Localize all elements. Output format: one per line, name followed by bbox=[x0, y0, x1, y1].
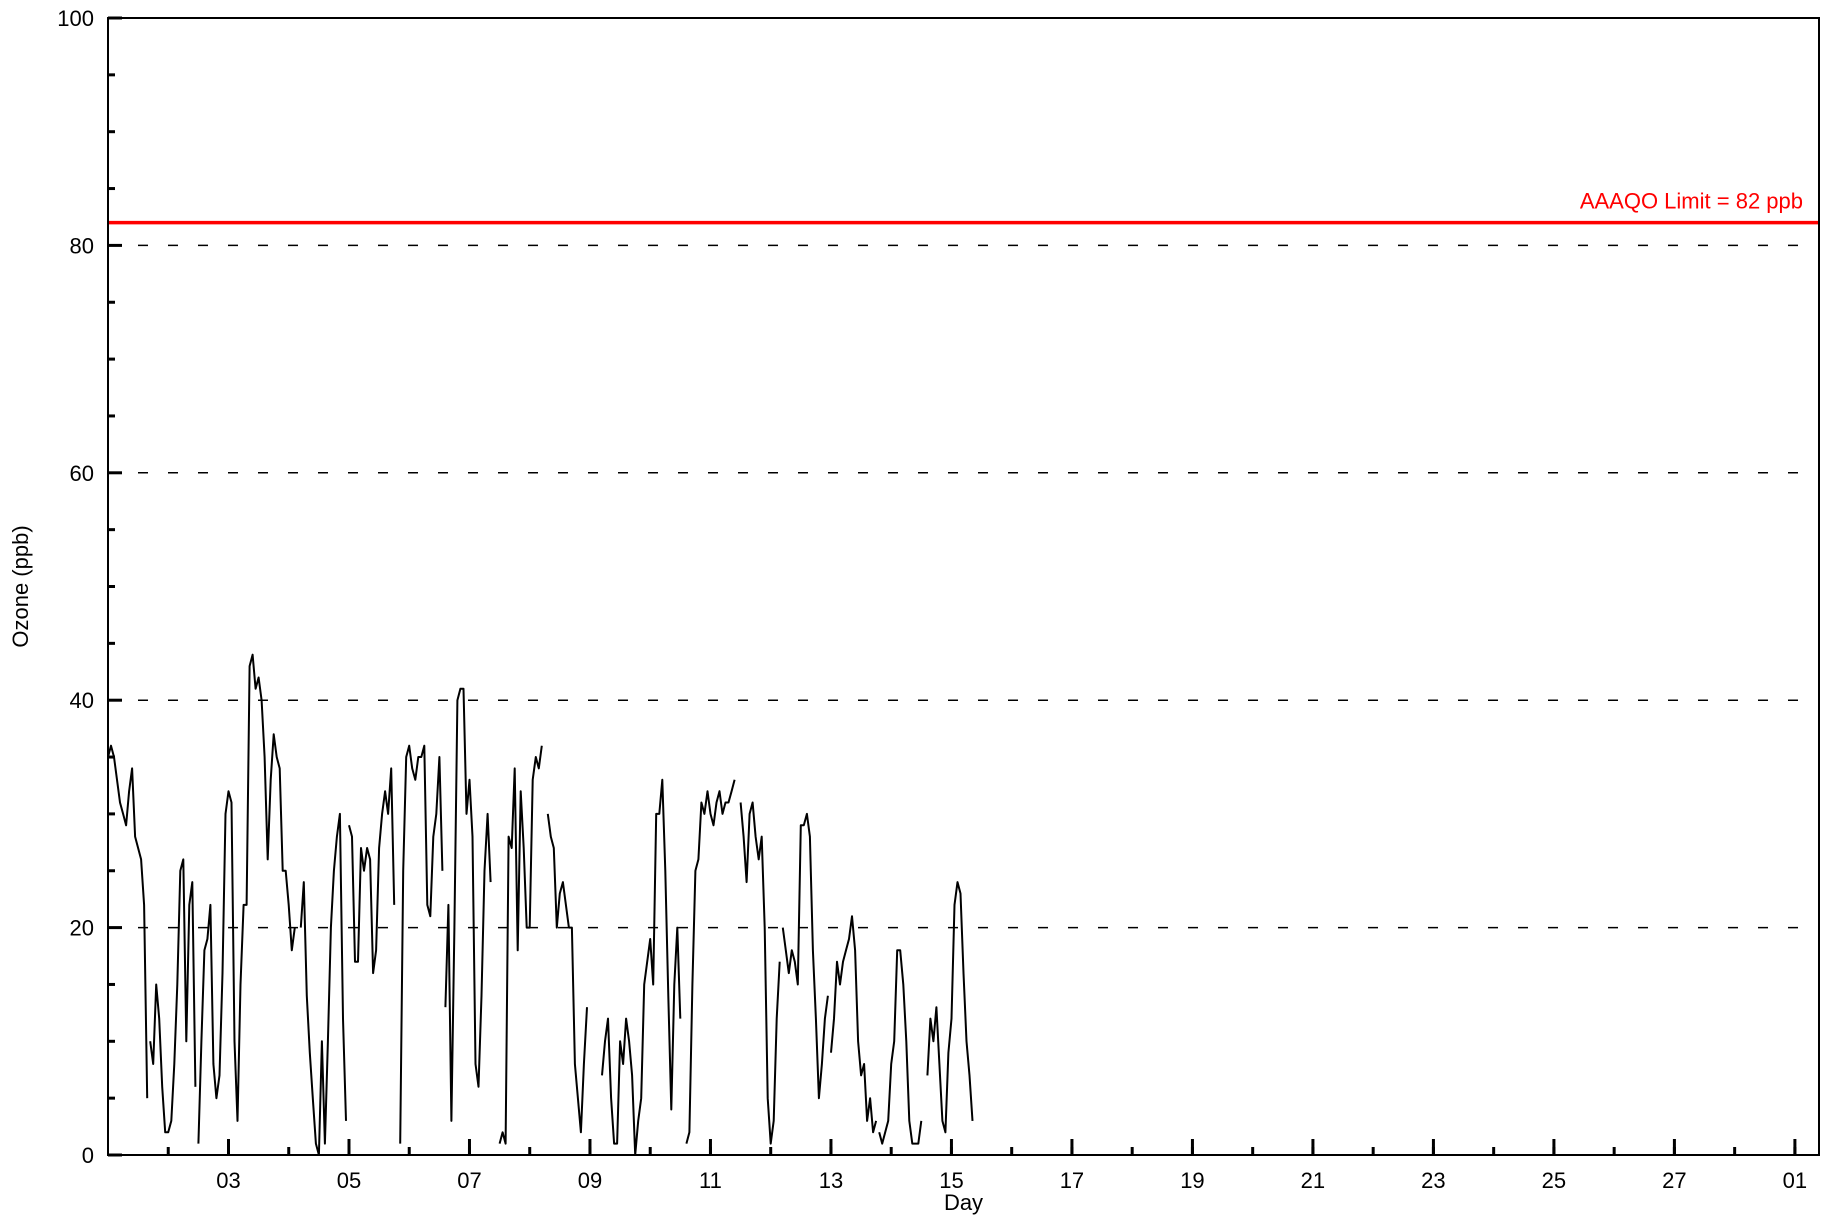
y-tick-label: 20 bbox=[70, 916, 94, 941]
gridlines bbox=[108, 244, 1819, 929]
x-tick-label: 01 bbox=[1783, 1168, 1807, 1193]
y-tick-label: 100 bbox=[57, 6, 94, 31]
x-tick-label: 25 bbox=[1542, 1168, 1566, 1193]
x-tick-label: 27 bbox=[1662, 1168, 1686, 1193]
series-segment-0-13 bbox=[830, 915, 878, 1134]
ozone-series bbox=[107, 653, 974, 1156]
series-segment-0-7 bbox=[498, 745, 543, 1145]
series-segment-0-8 bbox=[546, 813, 588, 1134]
x-tick-label: 19 bbox=[1180, 1168, 1204, 1193]
y-axis: 0 20 40 60 80 100 bbox=[57, 6, 122, 1168]
y-tick-label: 0 bbox=[82, 1143, 94, 1168]
x-tick-label: 13 bbox=[819, 1168, 843, 1193]
series-segment-0-4 bbox=[348, 767, 396, 975]
series-segment-0-0 bbox=[107, 744, 149, 1099]
x-tick-label: 05 bbox=[337, 1168, 361, 1193]
x-tick-label: 15 bbox=[939, 1168, 963, 1193]
series-segment-0-12 bbox=[781, 812, 829, 1100]
x-tick-label: 07 bbox=[457, 1168, 481, 1193]
series-segment-0-10 bbox=[685, 779, 736, 1144]
series-segment-0-6 bbox=[444, 687, 492, 1122]
y-axis-title: Ozone (ppb) bbox=[8, 525, 33, 647]
y-tick-label: 80 bbox=[70, 233, 94, 258]
series-segment-0-9 bbox=[601, 778, 682, 1156]
x-tick-label: 17 bbox=[1060, 1168, 1084, 1193]
x-axis-title: Day bbox=[944, 1190, 983, 1215]
series-segment-0-3 bbox=[299, 812, 347, 1156]
series-segment-0-2 bbox=[197, 653, 296, 1144]
series-segment-0-11 bbox=[739, 801, 781, 1145]
series-segment-0-15 bbox=[926, 881, 974, 1134]
x-tick-label: 03 bbox=[216, 1168, 240, 1193]
series-segment-0-5 bbox=[399, 744, 444, 1144]
x-tick-label: 23 bbox=[1421, 1168, 1445, 1193]
series-segment-0-1 bbox=[149, 858, 197, 1134]
x-tick-label: 11 bbox=[699, 1168, 722, 1193]
y-tick-label: 40 bbox=[70, 688, 94, 713]
x-tick-label: 21 bbox=[1301, 1168, 1325, 1193]
y-tick-label: 60 bbox=[70, 461, 94, 486]
x-tick-label: 09 bbox=[578, 1168, 602, 1193]
aaaqo-limit-label: AAAQO Limit = 82 ppb bbox=[1580, 189, 1803, 214]
series-segment-0-14 bbox=[878, 949, 923, 1145]
x-axis: 03 05 07 09 11 13 15 17 19 21 23 25 27 01 bbox=[166, 1139, 1807, 1193]
